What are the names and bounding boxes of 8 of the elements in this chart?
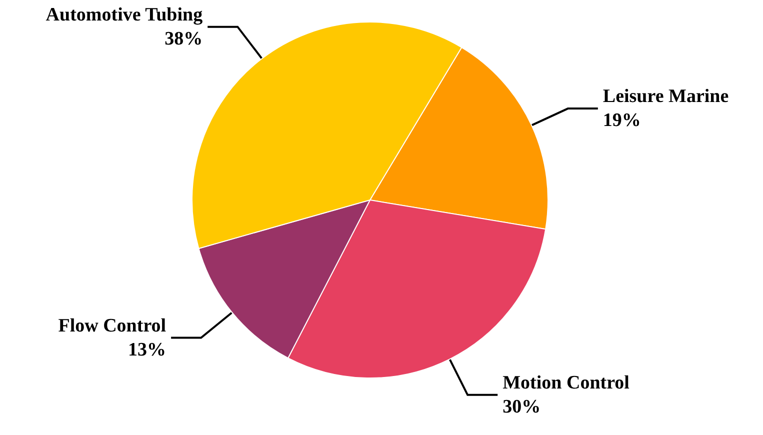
slice-label: Leisure Marine <box>602 86 729 108</box>
data-label: 38% <box>164 28 203 50</box>
data-label: 30% <box>502 396 541 418</box>
slice-label: Motion Control <box>502 372 630 394</box>
slice-label: Flow Control <box>58 315 166 336</box>
data-label: 13% <box>128 339 166 360</box>
slice-label: Automotive Tubing <box>46 4 204 26</box>
data-label: 19% <box>602 110 641 132</box>
